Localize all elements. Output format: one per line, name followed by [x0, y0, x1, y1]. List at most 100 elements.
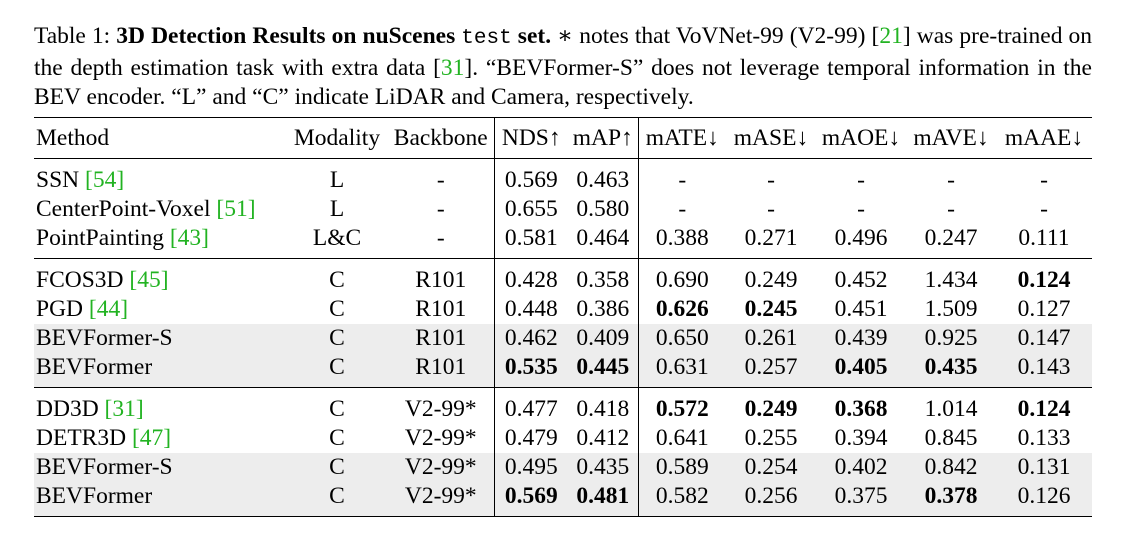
nds-cell: 0.479: [493, 424, 568, 453]
mate-cell: 0.572: [637, 387, 726, 424]
method-name: PointPainting: [36, 225, 170, 251]
mate-cell: -: [637, 195, 726, 224]
mave-cell: 0.845: [924, 425, 978, 451]
method-name: BEVFormer: [36, 354, 153, 380]
maae-cell: 0.147: [996, 324, 1092, 353]
maae-cell: 0.124: [1017, 396, 1071, 422]
modality-cell: C: [329, 296, 345, 322]
modality-cell: L: [329, 196, 345, 222]
table-row: PointPainting [43] L&C - 0.581 0.464 0.388 0.2…: [34, 224, 1092, 259]
modality-cell: C: [329, 396, 345, 422]
nds-cell: 0.428: [493, 258, 568, 295]
method-cell: BEVFormer: [34, 482, 286, 517]
header-cell: mAP↑: [568, 117, 638, 159]
modality-cell: C: [286, 453, 388, 482]
nds-cell: 0.535: [493, 353, 568, 388]
citation-link[interactable]: 31: [440, 54, 465, 81]
backbone-cell: R101: [388, 353, 494, 388]
nds-cell: 0.569: [493, 482, 568, 517]
method-cell: BEVFormer-S: [34, 324, 286, 353]
mase-cell: 0.256: [726, 482, 816, 517]
maae-cell: 0.131: [996, 453, 1092, 482]
mate-cell: 0.582: [637, 482, 726, 517]
mave-cell: 0.925: [906, 324, 996, 353]
table-row: BEVFormer-S C R101 0.462 0.409 0.650 0.261 0.43…: [34, 324, 1092, 353]
maoe-cell: 0.451: [834, 296, 888, 322]
table-row: FCOS3D [45] C R101 0.428 0.358 0.690 0.249 0.45…: [34, 258, 1092, 295]
mate-cell: 0.650: [637, 324, 726, 353]
citation-link[interactable]: [45]: [129, 267, 169, 293]
mate-cell: 0.626: [637, 295, 726, 324]
table-group: FCOS3D [45] C R101 0.428 0.358 0.690 0.249 0.45…: [34, 258, 1092, 388]
nds-cell: 0.448: [493, 295, 568, 324]
map-cell: 0.412: [576, 425, 630, 451]
method-name: CenterPoint-Voxel: [36, 196, 217, 222]
mave-cell: 0.247: [924, 225, 978, 251]
mate-cell: 0.589: [637, 453, 726, 482]
method-cell: CenterPoint-Voxel [51]: [34, 195, 286, 224]
maae-cell: 0.143: [996, 353, 1092, 388]
map-cell: 0.580: [576, 196, 630, 222]
mave-cell: 0.435: [906, 353, 996, 388]
maoe-cell: 0.402: [816, 453, 906, 482]
header-cell: mAVE↓: [906, 117, 996, 159]
maoe-cell: 0.405: [816, 353, 906, 388]
mave-cell: 1.509: [924, 296, 978, 322]
method-name: DD3D: [36, 396, 105, 422]
header-cell: mATE↓: [637, 117, 726, 159]
map-cell: 0.463: [576, 167, 630, 193]
nds-cell: 0.569: [493, 158, 568, 195]
table-group: DD3D [31] C V2-99* 0.477 0.418 0.572 0.249 0.36…: [34, 387, 1092, 517]
method-cell: BEVFormer: [34, 353, 286, 388]
mate-cell: 0.388: [637, 224, 726, 259]
maoe-cell: 0.368: [834, 396, 888, 422]
citation-link[interactable]: [43]: [169, 225, 209, 251]
maae-cell: 0.127: [1017, 296, 1071, 322]
table-group: SSN [54] L -0.569 0.463- - - - - CenterPoint-Vox…: [34, 158, 1092, 259]
backbone-cell: R101: [415, 267, 467, 293]
citation-link[interactable]: [47]: [131, 425, 172, 451]
modality-cell: C: [286, 324, 388, 353]
maae-cell: -: [1040, 167, 1048, 193]
maoe-cell: 0.439: [816, 324, 906, 353]
nds-cell: 0.477: [493, 387, 568, 424]
map-cell: 0.386: [576, 296, 630, 322]
table-row: SSN [54] L -0.569 0.463- - - - -: [34, 158, 1092, 195]
header-cell: Method: [34, 117, 286, 159]
caption-label: Table 1:: [34, 23, 111, 49]
caption-title: 3D Detection Results on nuScenes: [116, 23, 456, 49]
map-cell: 0.358: [576, 267, 630, 293]
method-cell: BEVFormer-S: [34, 453, 286, 482]
mase-cell: -: [767, 167, 775, 193]
mate-cell: -: [637, 158, 726, 195]
mase-cell: 0.249: [744, 267, 798, 293]
nds-cell: 0.581: [493, 224, 568, 259]
mase-cell: 0.245: [744, 296, 798, 322]
table-row: DD3D [31] C V2-99* 0.477 0.418 0.572 0.249 0.36…: [34, 387, 1092, 424]
citation-link[interactable]: 21: [879, 23, 903, 49]
maoe-cell: 0.496: [834, 225, 888, 251]
caption-text: ]. “BEVFormer-S” does not leverage tempo…: [34, 54, 1092, 111]
map-cell: 0.409: [568, 324, 638, 353]
modality-cell: C: [329, 267, 345, 293]
citation-link[interactable]: [51]: [216, 196, 256, 222]
maae-cell: -: [1040, 196, 1048, 222]
citation-link[interactable]: [44]: [88, 296, 129, 322]
map-cell: 0.481: [568, 482, 638, 517]
caption-text: ∗ notes that VoVNet-99 (V2-99) [: [557, 23, 880, 49]
header-cell: mAAE↓: [996, 117, 1092, 159]
table-row: BEVFormer-S C V2-99* 0.495 0.435 0.589 0.254 0.…: [34, 453, 1092, 482]
method-name: BEVFormer: [36, 483, 153, 509]
map-cell: 0.445: [568, 353, 638, 388]
modality-cell: L&C: [312, 225, 362, 251]
backbone-cell: V2-99*: [404, 425, 477, 451]
mase-cell: 0.255: [744, 425, 798, 451]
citation-link[interactable]: [54]: [85, 167, 125, 193]
maoe-cell: -: [857, 196, 865, 222]
maae-cell: 0.111: [1018, 225, 1070, 251]
mave-cell: -: [947, 167, 955, 193]
citation-link[interactable]: [31]: [104, 396, 144, 422]
method-name: DETR3D: [36, 425, 132, 451]
table-header-row: Method Modality Backbone NDS↑ mAP↑ mATE↓…: [34, 117, 1092, 159]
